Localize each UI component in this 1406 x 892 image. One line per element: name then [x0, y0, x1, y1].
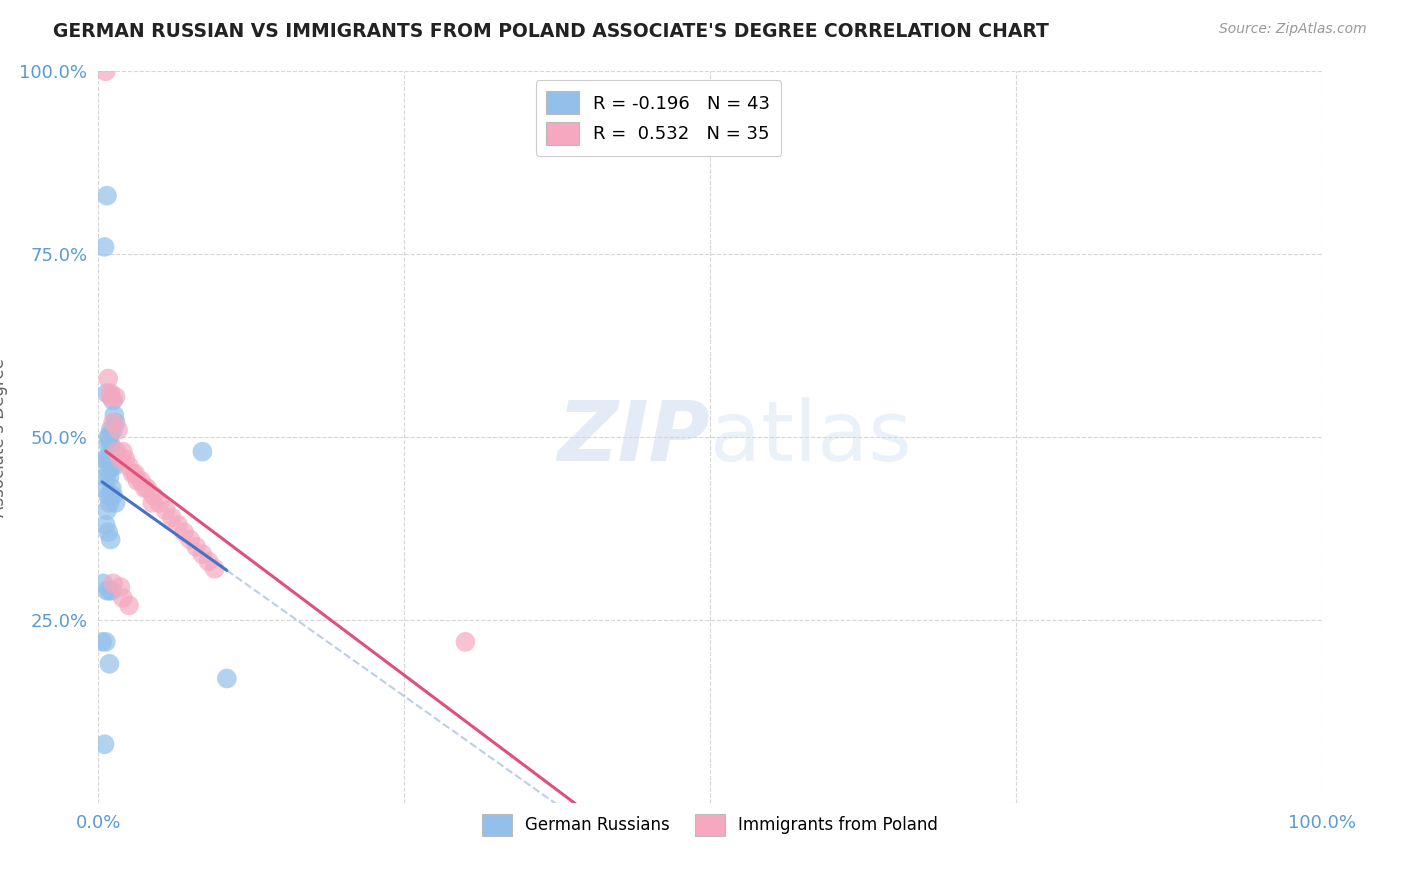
Point — [101, 576, 124, 591]
Point — [93, 481, 115, 495]
Point — [98, 452, 121, 467]
Point — [101, 416, 124, 430]
Point — [97, 525, 120, 540]
Point — [98, 657, 121, 671]
Point — [186, 540, 208, 554]
Point — [98, 583, 121, 598]
Point — [100, 423, 122, 437]
Y-axis label: Associate's Degree: Associate's Degree — [0, 358, 8, 516]
Point — [101, 489, 124, 503]
Point — [155, 503, 177, 517]
Point — [96, 386, 118, 401]
Point — [179, 533, 201, 547]
Point — [103, 408, 125, 422]
Point — [94, 64, 117, 78]
Point — [91, 576, 114, 591]
Point — [101, 481, 124, 495]
Point — [94, 517, 117, 532]
Point — [100, 437, 122, 451]
Point — [98, 496, 121, 510]
Point — [204, 562, 226, 576]
Point — [104, 496, 127, 510]
Point — [197, 554, 219, 568]
Point — [114, 452, 136, 467]
Point — [167, 517, 190, 532]
Point — [97, 371, 120, 385]
Point — [100, 489, 122, 503]
Text: atlas: atlas — [710, 397, 911, 477]
Point — [101, 444, 124, 458]
Point — [121, 467, 143, 481]
Point — [104, 390, 127, 404]
Point — [97, 463, 120, 477]
Point — [149, 496, 172, 510]
Point — [93, 240, 115, 254]
Text: ZIP: ZIP — [557, 397, 710, 477]
Point — [97, 489, 120, 503]
Point — [107, 423, 129, 437]
Point — [101, 459, 124, 474]
Point — [104, 416, 127, 430]
Point — [91, 635, 114, 649]
Point — [215, 672, 238, 686]
Point — [129, 474, 152, 488]
Point — [191, 547, 214, 561]
Point — [94, 470, 117, 484]
Point — [100, 533, 122, 547]
Point — [93, 452, 115, 467]
Point — [160, 510, 183, 524]
Point — [97, 430, 120, 444]
Point — [94, 635, 117, 649]
Point — [96, 452, 118, 467]
Point — [101, 393, 124, 408]
Point — [111, 591, 134, 605]
Point — [454, 635, 477, 649]
Point — [97, 437, 120, 451]
Point — [173, 525, 195, 540]
Point — [100, 390, 122, 404]
Text: GERMAN RUSSIAN VS IMMIGRANTS FROM POLAND ASSOCIATE'S DEGREE CORRELATION CHART: GERMAN RUSSIAN VS IMMIGRANTS FROM POLAND… — [53, 22, 1049, 41]
Point — [124, 467, 146, 481]
Point — [110, 452, 132, 467]
Point — [96, 583, 118, 598]
Point — [101, 423, 124, 437]
Point — [101, 583, 124, 598]
Point — [98, 430, 121, 444]
Point — [111, 444, 134, 458]
Point — [103, 459, 125, 474]
Point — [93, 737, 115, 751]
Point — [136, 481, 159, 495]
Point — [134, 481, 156, 495]
Point — [103, 444, 125, 458]
Point — [100, 386, 122, 401]
Point — [127, 474, 149, 488]
Point — [142, 489, 165, 503]
Legend: German Russians, Immigrants from Poland: German Russians, Immigrants from Poland — [472, 805, 948, 846]
Point — [96, 503, 118, 517]
Point — [118, 459, 141, 474]
Point — [110, 580, 132, 594]
Point — [191, 444, 214, 458]
Point — [105, 444, 128, 458]
Point — [98, 470, 121, 484]
Text: Source: ZipAtlas.com: Source: ZipAtlas.com — [1219, 22, 1367, 37]
Point — [118, 599, 141, 613]
Point — [141, 496, 163, 510]
Point — [96, 188, 118, 202]
